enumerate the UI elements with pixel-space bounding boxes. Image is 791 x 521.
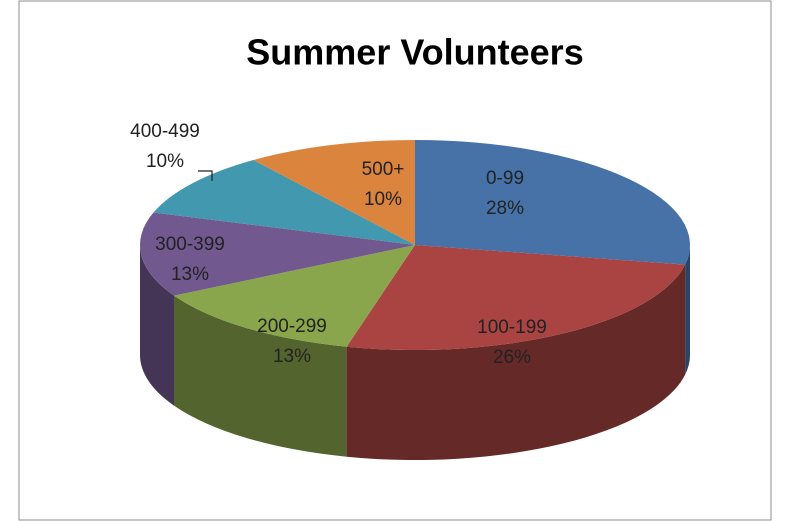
slice bbox=[174, 245, 415, 347]
slice-side bbox=[346, 264, 686, 461]
slice bbox=[153, 160, 415, 245]
slice-value-label: 10% bbox=[364, 189, 402, 210]
chart-title: Summer Volunteers bbox=[246, 32, 583, 73]
slice bbox=[253, 140, 415, 245]
slice-category-label: 100-199 bbox=[477, 317, 547, 338]
slice-category-label: 500+ bbox=[362, 159, 405, 180]
leader-line bbox=[198, 170, 213, 181]
pie-tops bbox=[140, 140, 690, 350]
slice-category-label: 0-99 bbox=[486, 168, 524, 189]
slice-value-label: 26% bbox=[493, 347, 531, 368]
slice-category-label: 300-399 bbox=[155, 234, 225, 255]
slice-side bbox=[685, 245, 690, 375]
pie-labels: 0-99 28% 100-199 26% 200-299 13% 300-399 13% 400… bbox=[130, 121, 547, 368]
slice bbox=[346, 245, 686, 350]
slice-value-label: 13% bbox=[171, 264, 209, 285]
slice-category-label: 200-299 bbox=[257, 316, 327, 337]
pie-sides bbox=[140, 245, 690, 461]
slice-value-label: 13% bbox=[273, 346, 311, 367]
slice-side bbox=[140, 245, 175, 406]
slice-value-label: 10% bbox=[146, 151, 184, 172]
slice-side bbox=[174, 295, 347, 457]
slice bbox=[415, 140, 690, 265]
slice bbox=[140, 212, 416, 296]
slice-category-label: 400-499 bbox=[130, 121, 200, 142]
slice-value-label: 28% bbox=[486, 198, 524, 219]
